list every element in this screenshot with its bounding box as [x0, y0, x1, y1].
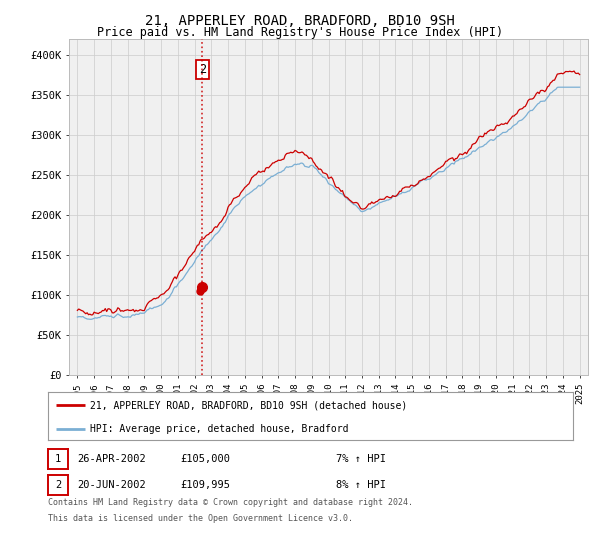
- Text: 20-JUN-2002: 20-JUN-2002: [77, 480, 146, 490]
- Text: 8% ↑ HPI: 8% ↑ HPI: [336, 480, 386, 490]
- Text: 7% ↑ HPI: 7% ↑ HPI: [336, 454, 386, 464]
- Text: HPI: Average price, detached house, Bradford: HPI: Average price, detached house, Brad…: [90, 424, 349, 434]
- Text: 1: 1: [55, 454, 61, 464]
- Text: 26-APR-2002: 26-APR-2002: [77, 454, 146, 464]
- Text: 2: 2: [55, 480, 61, 490]
- Text: 2: 2: [199, 63, 206, 76]
- Text: £109,995: £109,995: [180, 480, 230, 490]
- Text: 21, APPERLEY ROAD, BRADFORD, BD10 9SH (detached house): 21, APPERLEY ROAD, BRADFORD, BD10 9SH (d…: [90, 400, 407, 410]
- Text: Price paid vs. HM Land Registry's House Price Index (HPI): Price paid vs. HM Land Registry's House …: [97, 26, 503, 39]
- Text: This data is licensed under the Open Government Licence v3.0.: This data is licensed under the Open Gov…: [48, 514, 353, 522]
- Text: £105,000: £105,000: [180, 454, 230, 464]
- Text: Contains HM Land Registry data © Crown copyright and database right 2024.: Contains HM Land Registry data © Crown c…: [48, 498, 413, 507]
- Text: 21, APPERLEY ROAD, BRADFORD, BD10 9SH: 21, APPERLEY ROAD, BRADFORD, BD10 9SH: [145, 14, 455, 28]
